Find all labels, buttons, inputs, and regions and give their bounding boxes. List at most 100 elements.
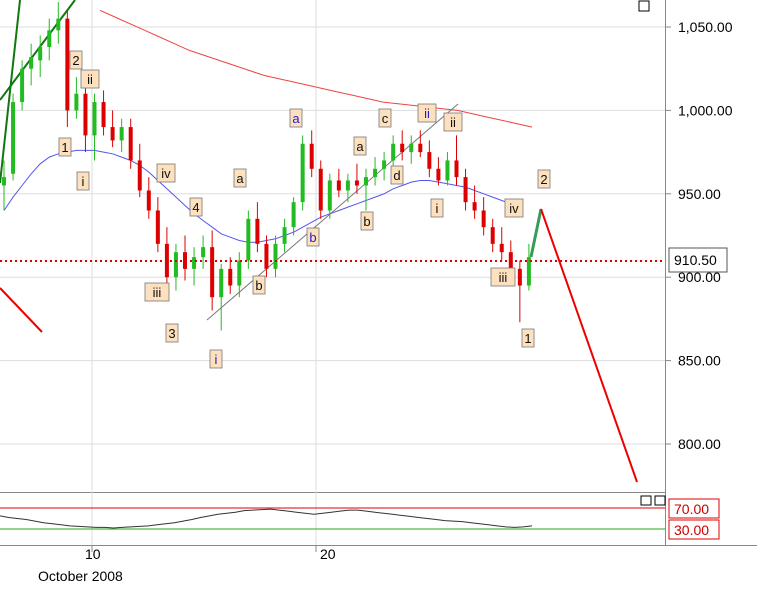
candles [2, 1, 531, 331]
candle-body [228, 268, 233, 286]
candle-body [38, 47, 43, 61]
candle-body [418, 143, 423, 153]
wave-label-box [58, 137, 72, 157]
wave-label: c [378, 108, 392, 128]
wave-label-box [490, 267, 516, 287]
candle-body [237, 260, 242, 286]
candle-body [210, 247, 215, 298]
price-plot-area [0, 0, 665, 492]
wave-label-text: 3 [168, 326, 175, 341]
wave-label: a [353, 136, 367, 156]
y-axis-ticks: 1,050.00 1,000.00 950.00 900.00 850.00 800.00 [665, 19, 733, 452]
wave-label-box [521, 328, 535, 348]
candle-body [146, 190, 151, 211]
y-tick-label: 900.00 [678, 269, 721, 285]
wave-label: 2 [69, 50, 83, 70]
green-trendline-lower [0, 0, 21, 184]
wave-label-text: i [436, 201, 439, 216]
channel-line [206, 103, 459, 321]
x-tick-20: 20 [320, 546, 336, 562]
candle-body [56, 18, 61, 31]
wave-label-box [76, 171, 90, 191]
wave-label-text: iii [153, 285, 162, 300]
y-tick-label: 1,000.00 [678, 102, 733, 118]
candle-body [201, 247, 206, 258]
wave-label: 1 [58, 137, 72, 157]
candle-body [192, 257, 197, 269]
price-grid [0, 0, 665, 545]
wave-label-box [189, 197, 203, 217]
wave-label-text: a [292, 111, 300, 126]
candle-body [246, 218, 251, 261]
oversold-label-box [668, 519, 720, 540]
wave-label-text: ii [424, 106, 430, 121]
candle-body [309, 143, 314, 169]
candle-body [255, 218, 260, 244]
candle-body [364, 177, 368, 186]
wave-label-text: b [255, 278, 262, 293]
forecast-wave-3-down [540, 208, 638, 483]
candle-body [490, 227, 495, 244]
candle-body [137, 160, 142, 191]
wave-label-text: 2 [540, 172, 547, 187]
wave-label-text: b [363, 214, 370, 229]
wave-label-text: ii [450, 115, 456, 130]
candle-body [391, 143, 396, 161]
wave-label-text: i [215, 352, 218, 367]
wave-label-text: iii [499, 270, 508, 285]
candle-body [110, 127, 115, 141]
candle-body [47, 30, 52, 48]
candle-body [219, 268, 224, 298]
wave-label-text: iv [161, 166, 171, 181]
candle-body [65, 18, 70, 111]
indicator-panel-restore-icon[interactable] [640, 495, 652, 506]
wave-label-box [443, 112, 463, 132]
candle-body [318, 168, 323, 211]
wave-label: b [360, 211, 374, 231]
wave-label: b [306, 227, 320, 247]
candle-body [11, 102, 16, 174]
candle-body [282, 227, 287, 244]
wave-label-text: a [236, 171, 244, 186]
wave-label: iv [504, 198, 524, 218]
long-moving-average [99, 9, 533, 128]
candle-body [517, 268, 522, 286]
wave-label: iv [156, 163, 176, 183]
indicator-panel-maximize-icon[interactable] [654, 495, 666, 506]
wave-labels: 2 ii 1 i iv 4 iii 3 i a b b a a c ii ii b d i iv iii 1 2 [58, 50, 551, 369]
candle-body [445, 160, 450, 181]
indicator-polyline [0, 508, 533, 529]
candle-body [373, 168, 378, 178]
wave-label-box [537, 169, 551, 189]
wave-label-box [165, 323, 179, 343]
candle-body [472, 202, 477, 211]
wave-label-text: d [393, 168, 400, 183]
candle-body [83, 93, 88, 136]
candle-body [119, 127, 124, 141]
candle-body [345, 180, 350, 191]
red-trendline-left [0, 287, 43, 333]
last-price-box [668, 247, 728, 273]
wave-label: b [252, 275, 266, 295]
wave-label: i [209, 349, 223, 369]
wave-label-box [504, 198, 524, 218]
wave-label: 3 [165, 323, 179, 343]
candle-body [327, 180, 332, 211]
wave-label-box [306, 227, 320, 247]
candle-body [336, 180, 341, 191]
wave-label-box [390, 165, 404, 185]
candle-body [427, 152, 432, 169]
candle-body [463, 177, 468, 203]
y-tick-label: 800.00 [678, 436, 721, 452]
x-axis-caption: October 2008 [38, 568, 123, 584]
candle-body [481, 210, 486, 228]
wave-label-text: 2 [72, 53, 79, 68]
candle-body [526, 257, 531, 286]
wave-label-box [353, 136, 367, 156]
candle-body [155, 210, 160, 244]
wave-label-text: ii [87, 72, 93, 87]
wave-label: 1 [521, 328, 535, 348]
price-panel-maximize-icon[interactable] [638, 0, 650, 12]
